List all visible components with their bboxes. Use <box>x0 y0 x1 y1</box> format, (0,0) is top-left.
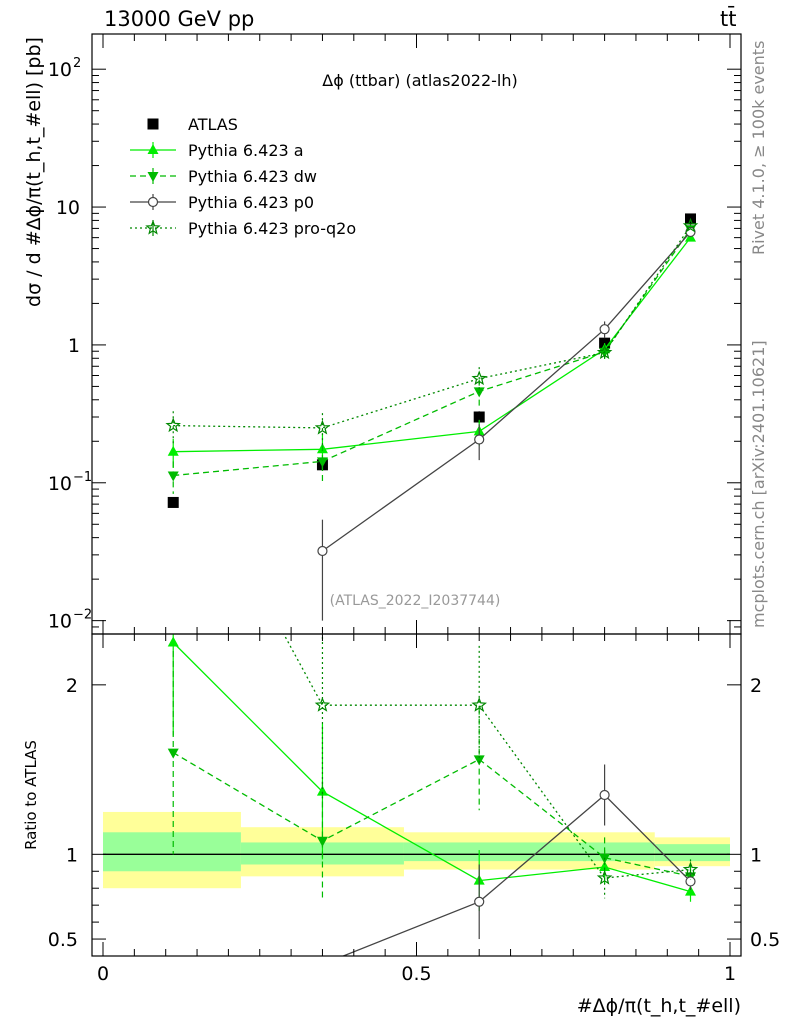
series-pythia-6-423-dw <box>167 225 696 494</box>
point-pythia-6-423-dw <box>316 457 328 468</box>
mcplots-label: mcplots.cern.ch [arXiv:2401.10621] <box>749 340 768 628</box>
y-tick-label-ratio-left: 2 <box>66 675 78 697</box>
ratio-point-pythia-6-423-a <box>167 636 179 647</box>
chart-title: Δϕ (ttbar) (atlas2022-lh) <box>322 71 517 90</box>
legend-marker-pythia-6-423-pro-q2o <box>145 219 161 235</box>
y-tick-label-main: 10 <box>48 59 72 81</box>
ratio-point-pythia-6-423-a <box>599 861 611 872</box>
series-pythia-6-423-a <box>167 231 696 470</box>
legend-label-pythia-6-423-a: Pythia 6.423 a <box>188 141 304 160</box>
ratio-point-pythia-6-423-a <box>316 785 328 796</box>
point-pythia-6-423-p0 <box>317 545 328 557</box>
ratio-point-pythia-6-423-dw <box>167 748 179 759</box>
x-tick-label: 0.5 <box>401 963 431 985</box>
y-tick-label-ratio-right: 0.5 <box>750 929 780 951</box>
y-tick-label-ratio-right: 1 <box>750 844 762 866</box>
uncertainty-band-inner <box>103 832 241 872</box>
y-tick-label-main: 1 <box>68 335 80 357</box>
ratio-point-pythia-6-423-p0 <box>474 896 485 907</box>
point-pythia-6-423-p0 <box>599 324 610 335</box>
series-atlas <box>167 213 696 508</box>
point-pythia-6-423-pro-q2o <box>471 370 487 386</box>
point-pythia-6-423-dw <box>167 471 179 482</box>
point-pythia-6-423-pro-q2o <box>682 217 699 233</box>
y-tick-label-ratio-left: 1 <box>66 844 78 866</box>
legend-marker-pythia-6-423-a <box>147 144 159 154</box>
legend: ATLAS Pythia 6.423 a Pythia 6.423 dw Pythia… <box>130 115 356 238</box>
process-label: tt̄ <box>720 6 736 31</box>
rivet-version-label: Rivet 4.1.0, ≥ 100k events <box>749 41 768 255</box>
ratio-point-pythia-6-423-p0 <box>685 876 696 887</box>
ratio-series-pythia-6-423-p0 <box>341 764 696 956</box>
y-tick-exponent-main: −1 <box>73 470 92 485</box>
ratio-point-pythia-6-423-pro-q2o <box>596 869 613 885</box>
legend-label-pythia-6-423-p0: Pythia 6.423 p0 <box>188 193 314 212</box>
energy-label: 13000 GeV pp <box>104 7 254 31</box>
point-pythia-6-423-a <box>167 445 179 456</box>
ratio-point-pythia-6-423-p0 <box>599 789 610 801</box>
point-pythia-6-423-pro-q2o <box>165 417 181 433</box>
y-tick-label-ratio-right: 2 <box>750 675 762 697</box>
series-line-pythia-6-423-pro-q2o <box>173 225 692 429</box>
x-tick-label: 0 <box>97 963 109 985</box>
ratio-line-pythia-6-423-dw <box>172 752 691 877</box>
series-pythia-6-423-pro-q2o <box>165 217 699 448</box>
ratio-series-pythia-6-423-pro-q2o <box>282 634 699 899</box>
series-line-pythia-6-423-dw <box>173 228 692 477</box>
y-tick-exponent-main: 2 <box>73 56 81 71</box>
legend-marker-pythia-6-423-dw <box>147 172 159 182</box>
series-line-pythia-6-423-p0 <box>322 231 691 552</box>
point-pythia-6-423-pro-q2o <box>314 419 331 435</box>
analysis-tag: (ATLAS_2022_I2037744) <box>330 593 501 609</box>
series-pythia-6-423-p0 <box>317 226 696 621</box>
ratio-point-pythia-6-423-pro-q2o <box>682 861 699 877</box>
ratio-line-pythia-6-423-pro-q2o <box>282 634 691 879</box>
x-tick-label: 1 <box>724 963 736 985</box>
y-tick-label-ratio-left: 0.5 <box>48 929 78 951</box>
x-axis-label: #Δϕ/π(t_h,t_#ell) <box>577 995 741 1017</box>
ratio-point-pythia-6-423-pro-q2o <box>471 697 487 712</box>
legend-marker-atlas <box>147 118 159 130</box>
series-line-pythia-6-423-a <box>173 237 692 453</box>
y-axis-label-main: dσ / d #Δϕ/π(t_h,t_#ell) [pb] <box>23 37 45 307</box>
ratio-frame <box>91 633 742 957</box>
legend-label-pythia-6-423-pro-q2o: Pythia 6.423 pro-q2o <box>188 219 356 238</box>
ratio-point-pythia-6-423-pro-q2o <box>314 697 331 712</box>
point-pythia-6-423-p0 <box>474 434 485 445</box>
point-pythia-6-423-pro-q2o <box>596 344 613 360</box>
legend-label-pythia-6-423-dw: Pythia 6.423 dw <box>188 167 317 186</box>
y-tick-label-main: 10 <box>48 611 72 633</box>
y-tick-label-main: 10 <box>48 473 72 495</box>
ratio-panel: 0.5 0.5 1 1 2 2 0 0.5 1 Ratio to ATLAS #Δϕ/π(t_h… <box>22 633 780 1017</box>
point-atlas <box>473 411 485 423</box>
point-atlas <box>167 496 179 508</box>
ratio-point-pythia-6-423-dw <box>316 836 328 847</box>
y-tick-label-main: 10 <box>56 197 80 219</box>
ratio-point-pythia-6-423-dw <box>473 755 485 766</box>
legend-marker-pythia-6-423-p0 <box>147 196 159 208</box>
legend-label-atlas: ATLAS <box>188 115 238 134</box>
uncertainty-band-inner <box>654 844 730 862</box>
ratio-point-pythia-6-423-a <box>684 885 696 896</box>
y-axis-label-ratio: Ratio to ATLAS <box>22 740 40 850</box>
y-tick-exponent-main: −2 <box>73 608 92 623</box>
